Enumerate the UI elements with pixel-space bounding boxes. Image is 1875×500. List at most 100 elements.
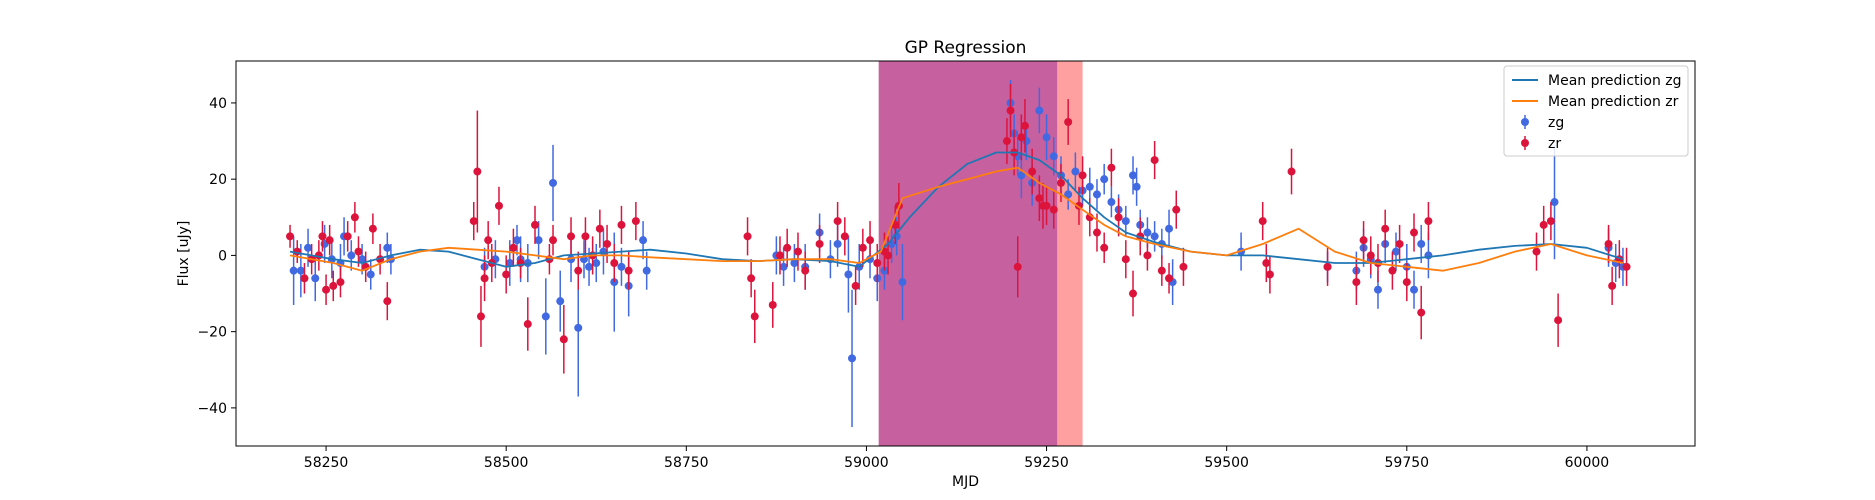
marker: [383, 297, 392, 306]
data-point-zg: [358, 243, 367, 275]
marker: [1107, 198, 1116, 207]
marker: [1395, 239, 1404, 248]
data-point-zr: [1388, 251, 1397, 290]
marker: [1410, 228, 1419, 237]
data-point-zg: [1100, 163, 1109, 195]
marker: [592, 259, 601, 268]
marker: [480, 274, 489, 283]
marker: [473, 167, 482, 176]
marker: [599, 247, 608, 256]
data-point-zr: [336, 266, 345, 298]
data-point-zr: [581, 217, 590, 256]
marker: [1157, 266, 1166, 275]
data-point-zr: [747, 259, 756, 298]
marker: [840, 232, 849, 241]
data-point-zg: [1092, 179, 1101, 210]
marker: [383, 243, 392, 252]
legend-entry-zg: zg: [1521, 115, 1564, 131]
marker: [322, 285, 331, 294]
data-point-zr: [1424, 202, 1433, 241]
marker: [325, 236, 334, 245]
marker: [541, 312, 550, 321]
marker: [1359, 236, 1368, 245]
legend-label: zr: [1548, 136, 1561, 152]
marker: [743, 232, 752, 241]
marker: [1262, 259, 1271, 268]
marker: [304, 243, 313, 252]
data-point-zr: [1395, 224, 1404, 264]
marker: [1391, 247, 1400, 256]
marker: [1143, 228, 1152, 237]
data-point-zr: [1287, 148, 1296, 195]
marker: [768, 300, 777, 309]
marker: [1002, 137, 1011, 146]
data-point-zg: [512, 224, 521, 256]
data-point-zr: [1150, 141, 1159, 180]
x-tick-label: 59000: [844, 455, 889, 471]
data-point-zr: [300, 263, 309, 294]
data-point-zr: [783, 228, 792, 267]
marker: [484, 236, 493, 245]
data-point-zr: [1002, 118, 1011, 164]
data-point-zr: [1179, 247, 1188, 286]
marker: [559, 335, 568, 344]
marker: [1017, 171, 1026, 180]
marker: [469, 217, 478, 226]
legend-entry-mean-prediction-zg: Mean prediction zg: [1512, 73, 1682, 89]
marker: [1622, 262, 1631, 271]
data-point-zg: [599, 228, 608, 275]
marker: [617, 220, 626, 229]
data-point-zr: [1359, 221, 1368, 260]
data-point-zg: [1165, 209, 1174, 248]
data-point-zg: [1121, 205, 1130, 237]
marker: [1114, 213, 1123, 222]
data-point-zr: [1532, 232, 1541, 271]
data-point-zr: [1114, 198, 1123, 237]
x-tick-label: 58750: [664, 455, 709, 471]
data-point-zg: [541, 278, 550, 355]
data-point-zr: [1121, 240, 1130, 279]
marker: [603, 239, 612, 248]
legend-label: Mean prediction zr: [1548, 94, 1679, 110]
y-tick-label: 40: [209, 96, 227, 112]
legend-entry-zr: zr: [1521, 136, 1561, 152]
data-point-zg: [347, 240, 356, 271]
marker: [624, 266, 633, 275]
data-point-zg: [844, 236, 853, 313]
y-tick-label: −40: [197, 401, 227, 417]
marker: [296, 266, 305, 275]
marker: [300, 274, 309, 283]
data-point-zr: [473, 110, 482, 233]
marker: [858, 243, 867, 252]
y-axis-ticks: −40 −20 0 20 40: [197, 96, 236, 417]
marker: [354, 247, 363, 256]
legend: Mean prediction zg Mean prediction zr zg zr: [1503, 65, 1689, 157]
data-point-zg: [1035, 87, 1044, 134]
line-mean-prediction-zg: [289, 151, 1624, 268]
data-series-layer: [286, 80, 1631, 427]
marker: [1049, 152, 1058, 161]
marker: [585, 262, 594, 271]
data-point-zr: [484, 221, 493, 260]
data-point-zr: [1042, 186, 1051, 225]
marker: [1417, 239, 1426, 248]
marker: [1165, 274, 1174, 283]
data-point-zr: [1366, 236, 1375, 275]
marker: [1028, 167, 1037, 176]
marker: [848, 354, 857, 363]
x-tick-label: 58500: [484, 455, 529, 471]
shaded-regions: [878, 61, 1083, 446]
marker: [1143, 251, 1152, 260]
data-point-zg: [1391, 232, 1400, 271]
data-point-zr: [866, 221, 875, 260]
marker: [347, 251, 356, 260]
chart-title: GP Regression: [905, 38, 1027, 58]
data-point-zr: [1006, 83, 1015, 138]
data-point-zr: [502, 255, 511, 294]
marker: [549, 236, 558, 245]
marker: [350, 213, 359, 222]
marker: [1424, 217, 1433, 226]
marker: [1085, 182, 1094, 191]
data-point-zr: [603, 224, 612, 264]
data-point-zr: [624, 251, 633, 290]
